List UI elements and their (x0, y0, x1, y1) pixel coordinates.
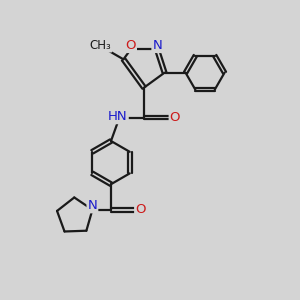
Text: O: O (135, 203, 146, 216)
Text: HN: HN (108, 110, 128, 123)
Text: O: O (125, 39, 136, 52)
Text: N: N (152, 39, 162, 52)
Text: N: N (88, 199, 97, 212)
Text: CH₃: CH₃ (89, 39, 111, 52)
Text: O: O (170, 111, 180, 124)
